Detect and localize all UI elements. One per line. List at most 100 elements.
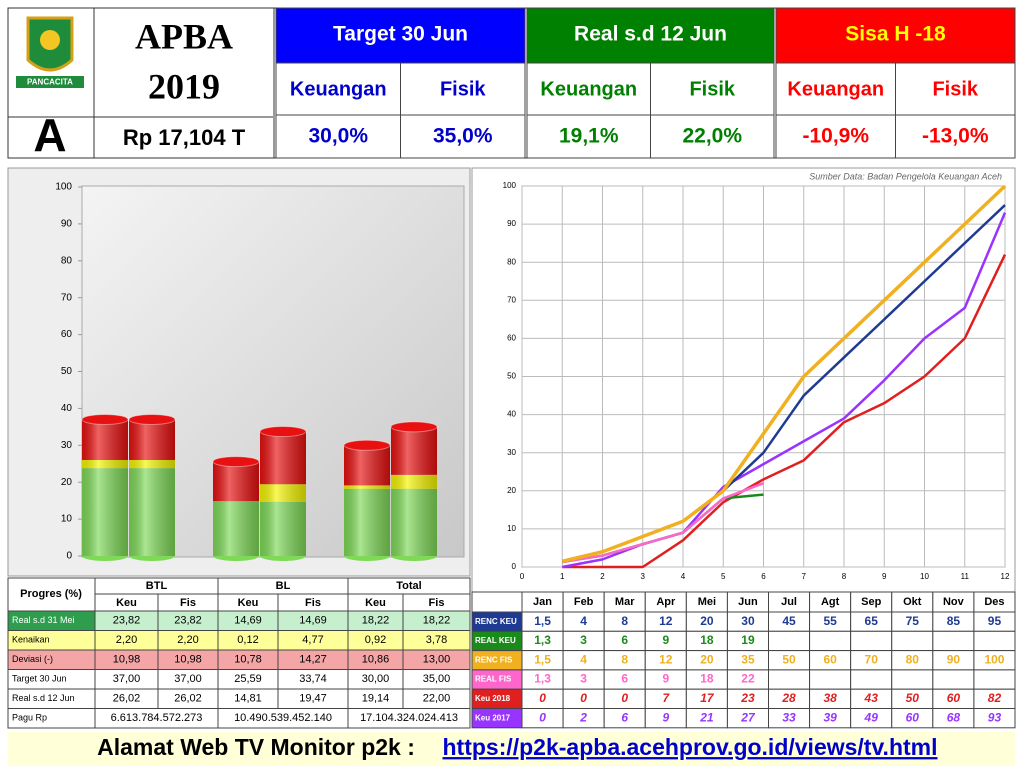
cell-value: 0 — [621, 691, 628, 705]
cell-value: 25,59 — [234, 673, 262, 685]
logo-emblem — [40, 30, 60, 50]
cell — [347, 708, 471, 729]
footer-link[interactable]: https://p2k-apba.acehprov.go.id/views/tv… — [442, 734, 937, 760]
y-tick-label: 90 — [507, 219, 516, 228]
cell-value: 18,22 — [362, 615, 390, 627]
bar-shade — [129, 468, 175, 556]
line-series — [561, 184, 1007, 563]
block-cell — [775, 62, 896, 116]
cell-value: 2,20 — [116, 634, 137, 646]
cell — [809, 669, 852, 690]
y-tick-label: 100 — [55, 182, 72, 193]
cell-value: 18,22 — [423, 615, 451, 627]
cell-value: 60 — [823, 652, 837, 666]
block-cell — [400, 114, 526, 159]
block-cell — [650, 114, 775, 159]
bar-cap — [390, 421, 438, 433]
cell-value: 6 — [621, 710, 628, 724]
subgroup-label: Keu — [116, 597, 137, 609]
x-tick-label: 9 — [882, 572, 887, 581]
cell — [850, 669, 893, 690]
block-cell — [650, 62, 775, 116]
block-value: -13,0% — [922, 125, 989, 148]
cell-value: 60 — [947, 691, 961, 705]
subgroup-label: Keu — [365, 597, 386, 609]
y-tick-label: 100 — [503, 181, 517, 190]
cell-value: 0 — [539, 691, 546, 705]
header-cell — [7, 577, 96, 612]
x-tick-label: 11 — [961, 572, 970, 581]
y-tick-label: 60 — [61, 329, 73, 340]
month-label: Feb — [574, 596, 594, 608]
bar-shade — [213, 461, 259, 502]
bar-shade — [391, 426, 437, 475]
annotation: Sumber Data: Badan Pengelola Keuangan Ac… — [809, 171, 1002, 181]
cell-value: 50 — [782, 652, 796, 666]
bar-cap — [343, 439, 391, 451]
month-label: Agt — [821, 596, 840, 608]
x-tick-label: 2 — [600, 572, 605, 581]
month-label: Sep — [861, 596, 881, 608]
row-label: Real s.d 12 Jun — [12, 693, 75, 703]
cell-value: 2 — [579, 710, 587, 724]
logo: PANCACITA — [16, 16, 84, 88]
y-tick-label: 70 — [507, 295, 516, 304]
group-label: BTL — [146, 580, 168, 592]
cell-value: 23 — [740, 691, 755, 705]
title-line: APBA — [135, 16, 233, 56]
bar-shade — [213, 501, 259, 556]
block-title: Real s.d 12 Jun — [574, 23, 727, 46]
cell — [973, 630, 1016, 652]
x-tick-label: 1 — [560, 572, 565, 581]
bar-shade — [344, 488, 390, 556]
month-label: Okt — [903, 596, 922, 608]
bar-cap — [128, 413, 176, 425]
x-tick-label: 12 — [1001, 572, 1010, 581]
cell — [973, 669, 1016, 690]
cell-value: 22,00 — [423, 693, 451, 705]
budget: Rp 17,104 T — [123, 125, 246, 150]
block-label: Keuangan — [787, 78, 884, 100]
x-tick-label: 3 — [641, 572, 646, 581]
y-tick-label: 10 — [61, 514, 73, 525]
table-title: Progres (%) — [20, 588, 82, 600]
month-label: Nov — [943, 596, 965, 608]
cell-value: 70 — [865, 652, 879, 666]
cell-value: 10,98 — [174, 654, 202, 666]
y-tick-label: 20 — [507, 486, 516, 495]
cell — [891, 630, 934, 652]
y-tick-label: 80 — [61, 255, 73, 266]
title-line: 2019 — [148, 66, 220, 106]
x-tick-label: 5 — [721, 572, 726, 581]
cell-value: 19 — [741, 633, 755, 647]
bar-shade — [344, 445, 390, 486]
block-title-bg — [526, 7, 775, 64]
cell — [932, 669, 975, 690]
y-tick-label: 20 — [61, 477, 73, 488]
cell-value: 20 — [700, 652, 714, 666]
x-tick-label: 7 — [802, 572, 807, 581]
subgroup-label: Fis — [305, 597, 321, 609]
cell-value: 35,00 — [423, 673, 451, 685]
bar-shade — [391, 488, 437, 556]
y-tick-label: 30 — [61, 440, 73, 451]
cell-value: 10,86 — [362, 654, 390, 666]
block-label: Keuangan — [540, 78, 637, 100]
subgroup-label: Fis — [429, 597, 445, 609]
logo-text: PANCACITA — [27, 78, 73, 87]
cell-value: 17 — [700, 691, 715, 705]
cell-value: 23,82 — [113, 615, 141, 627]
cell-value: 55 — [823, 614, 837, 628]
block-label: Fisik — [440, 78, 486, 100]
bar-cap — [259, 426, 307, 438]
cell-value: 90 — [947, 652, 961, 666]
cell-value: 1,5 — [534, 652, 551, 666]
cell-value: 19,14 — [362, 693, 390, 705]
month-label: Jun — [738, 596, 758, 608]
cell-value: 19,47 — [299, 693, 327, 705]
cell-value: 85 — [947, 614, 961, 628]
bar-shade — [260, 431, 306, 485]
block-cell — [775, 114, 896, 159]
x-tick-label: 6 — [761, 572, 766, 581]
bar-shade — [129, 459, 175, 469]
